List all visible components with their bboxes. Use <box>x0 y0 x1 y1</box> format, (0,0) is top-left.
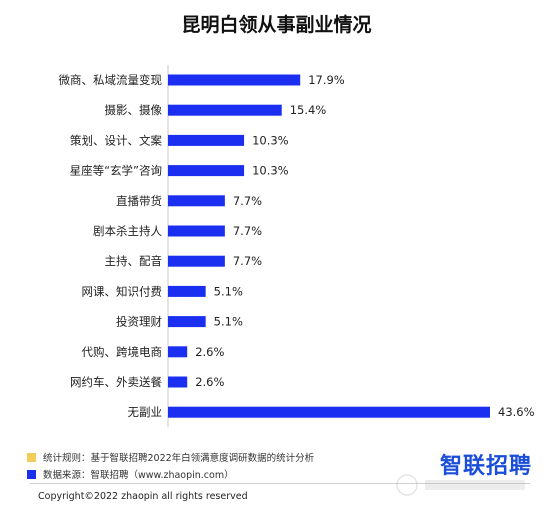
category-label: 剧本杀主持人 <box>93 224 162 238</box>
value-label: 5.1% <box>214 315 243 329</box>
bar-chart: 微商、私域流量变现 17.9% 摄影、摄像 15.4% 策划、设计、文案 10.3% 星座等… <box>59 64 535 428</box>
category-label: 微商、私域流量变现 <box>59 73 163 87</box>
category-label: 策划、设计、文案 <box>70 133 162 147</box>
category-label: 代购、跨境电商 <box>82 345 163 359</box>
value-label: 2.6% <box>195 345 224 359</box>
brand-logo: 智联招聘 <box>440 454 533 479</box>
bar <box>168 134 245 146</box>
value-label: 17.9% <box>308 73 345 87</box>
value-label: 5.1% <box>214 284 243 298</box>
copyright-text: Copyright©2022 zhaopin all rights reserv… <box>38 491 248 502</box>
bar <box>168 165 245 177</box>
value-label: 2.6% <box>195 375 224 389</box>
value-label: 7.7% <box>233 194 262 208</box>
bar <box>168 225 225 237</box>
category-label: 摄影、摄像 <box>105 103 163 117</box>
value-label: 15.4% <box>290 103 327 117</box>
bar <box>168 346 188 358</box>
source-note-swatch <box>27 469 36 479</box>
bar <box>168 285 206 297</box>
watermark-logo <box>396 474 525 496</box>
bar <box>168 104 282 116</box>
chart-title: 昆明白领从事副业情况 <box>181 14 372 36</box>
bar <box>168 316 206 328</box>
category-label: 主持、配音 <box>105 254 163 268</box>
rule-note-swatch <box>27 452 36 462</box>
rule-note: 统计规则：基于智联招聘2022年白领满意度调研数据的统计分析 <box>27 450 314 464</box>
rule-note-text: 统计规则：基于智联招聘2022年白领满意度调研数据的统计分析 <box>43 453 315 464</box>
bar <box>168 376 188 388</box>
category-label: 网约车、外卖送餐 <box>70 375 162 389</box>
category-label: 投资理财 <box>116 315 162 329</box>
category-label: 星座等“玄学”咨询 <box>70 164 162 178</box>
category-label: 网课、知识付费 <box>82 284 163 298</box>
value-label: 10.3% <box>252 164 289 178</box>
value-label: 7.7% <box>233 254 262 268</box>
bar <box>168 255 225 267</box>
bar <box>168 406 490 418</box>
source-note: 数据来源：智联招聘（www.zhaopin.com） <box>27 467 234 481</box>
footer-divider <box>30 483 530 484</box>
bar <box>168 74 301 86</box>
category-label: 直播带货 <box>116 194 162 208</box>
value-label: 10.3% <box>252 133 289 147</box>
source-note-text: 数据来源：智联招聘（www.zhaopin.com） <box>43 470 234 481</box>
value-label: 43.6% <box>498 405 535 419</box>
value-label: 7.7% <box>233 224 262 238</box>
bar <box>168 195 225 207</box>
category-label: 无副业 <box>128 405 163 419</box>
